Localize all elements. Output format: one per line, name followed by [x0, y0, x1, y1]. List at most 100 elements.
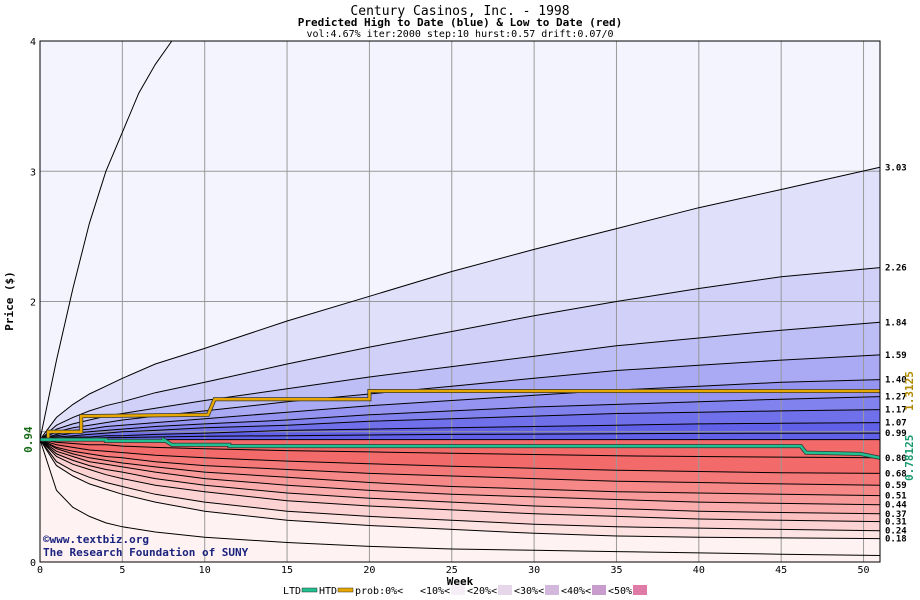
outer-high-line	[39, 40, 173, 440]
legend-color-swatch	[592, 585, 606, 595]
x-tick-label: 50	[858, 565, 870, 576]
band-high-7	[40, 409, 880, 440]
plot-border	[39, 40, 881, 563]
y-axis-label: Price ($)	[3, 271, 16, 331]
low-quantile-line	[39, 439, 881, 515]
series-lines	[40, 389, 881, 460]
legend-label: <10%<	[420, 586, 450, 597]
quantile-end-label: 1.17	[885, 406, 907, 416]
quantile-end-label: 1.40	[885, 376, 907, 386]
quantile-end-label: 0.44	[885, 501, 907, 511]
credit-line-2: The Research Foundation of SUNY	[43, 546, 249, 559]
low-quantile-line	[39, 439, 881, 523]
x-tick-label: 20	[363, 565, 375, 576]
low-quantile-line	[39, 439, 881, 486]
legend: LTD HTD prob:0%< <10%< <20%< <30%< <40%< <50%	[283, 585, 647, 597]
x-tick-label: 40	[693, 565, 705, 576]
band-low-3	[40, 439, 880, 496]
quantile-end-label: 1.59	[885, 351, 907, 361]
legend-label: prob:0%<	[355, 586, 403, 597]
chart-params: vol:4.67% iter:2000 step:10 hurst:0.57 d…	[306, 29, 613, 40]
start-price-marker: 0.94	[22, 426, 35, 453]
legend-color-swatch	[498, 585, 512, 595]
y-tick-label: 4	[30, 37, 36, 48]
quantile-end-label: 0.31	[885, 518, 907, 528]
x-axis-ticks: 0 5 10 15 20 25 30 35 40 45 50	[37, 565, 870, 576]
low-quantile-line	[39, 439, 881, 474]
band-low-7	[40, 439, 880, 531]
band-low-6	[40, 439, 880, 522]
low-quantile-line	[39, 439, 881, 506]
quantile-end-label: 0.59	[885, 481, 907, 491]
band-low-outer	[40, 439, 880, 562]
band-high-8	[40, 422, 880, 440]
ltd-line	[40, 437, 881, 460]
x-tick-label: 25	[446, 565, 458, 576]
quantile-end-label: 0.99	[885, 429, 907, 439]
legend-line-swatch	[337, 587, 354, 593]
low-quantile-line	[39, 439, 881, 540]
grid-lines	[39, 40, 880, 563]
quantile-end-label: 0.37	[885, 510, 907, 520]
chart-subtitle: Predicted High to Date (blue) & Low to D…	[298, 16, 623, 29]
x-tick-label: 35	[610, 565, 622, 576]
quantile-end-label: 0.24	[885, 527, 907, 537]
quantile-end-labels: 3.03 2.26 1.84 1.59 1.40 1.27 1.17 1.070.99 0.80…	[885, 163, 907, 544]
x-tick-label: 15	[281, 565, 293, 576]
high-quantile-line	[39, 166, 881, 440]
quantile-end-label: 0.68	[885, 469, 907, 479]
x-tick-label: 10	[199, 565, 211, 576]
quantile-end-label: 0.51	[885, 492, 907, 502]
legend-color-swatch	[451, 585, 465, 595]
high-quantile-line	[39, 409, 881, 441]
x-tick-label: 45	[775, 565, 787, 576]
band-low-5	[40, 439, 880, 514]
quantile-end-label: 1.07	[885, 419, 907, 429]
y-axis-ticks: 0 2 3 4	[30, 37, 36, 569]
x-tick-label: 5	[119, 565, 125, 576]
quantile-end-label: 2.26	[885, 264, 907, 274]
low-bands	[40, 439, 880, 562]
quantile-end-label: 1.27	[885, 393, 907, 403]
x-tick-label: 30	[528, 565, 540, 576]
legend-color-swatch	[633, 585, 647, 595]
band-high-2	[40, 267, 880, 440]
low-quantile-line	[39, 439, 881, 459]
quantile-end-label: 0.80	[885, 454, 907, 464]
low-quantile-line	[39, 439, 881, 497]
quantile-end-label: 3.03	[885, 163, 907, 173]
legend-label: <40%<	[561, 586, 591, 597]
legend-label: <20%<	[467, 586, 497, 597]
x-axis-label: Week	[447, 575, 474, 588]
band-high-4	[40, 354, 880, 440]
htd-line	[40, 389, 880, 441]
y-tick-label: 0	[30, 558, 36, 569]
outer-low-line	[39, 439, 881, 556]
band-low-2	[40, 439, 880, 486]
low-quantile-line	[39, 439, 881, 532]
legend-label: LTD	[283, 586, 301, 597]
band-high-inner	[40, 433, 880, 440]
ltd-end-marker: 0.78125	[903, 435, 916, 481]
legend-label: <30%<	[514, 586, 544, 597]
band-low-4	[40, 439, 880, 505]
band-high-3	[40, 322, 880, 440]
x-tick-label: 0	[37, 565, 43, 576]
band-low-1	[40, 439, 880, 474]
legend-color-swatch	[404, 585, 418, 595]
band-high-5	[40, 379, 880, 440]
credit-line-1: ©www.textbiz.org	[43, 533, 149, 546]
band-low-8	[40, 439, 880, 539]
high-quantile-line	[39, 422, 881, 441]
legend-line-swatch	[301, 587, 318, 593]
quantile-end-label: 0.18	[885, 535, 907, 545]
chart-title: Century Casinos, Inc. - 1998	[350, 4, 569, 19]
y-tick-label: 2	[30, 298, 36, 309]
legend-label: <50%	[608, 586, 632, 597]
y-tick-label: 3	[30, 167, 36, 178]
quantile-end-label: 1.84	[885, 318, 907, 328]
high-bands	[40, 41, 880, 440]
band-high-1	[40, 167, 880, 440]
legend-color-swatch	[545, 585, 559, 595]
